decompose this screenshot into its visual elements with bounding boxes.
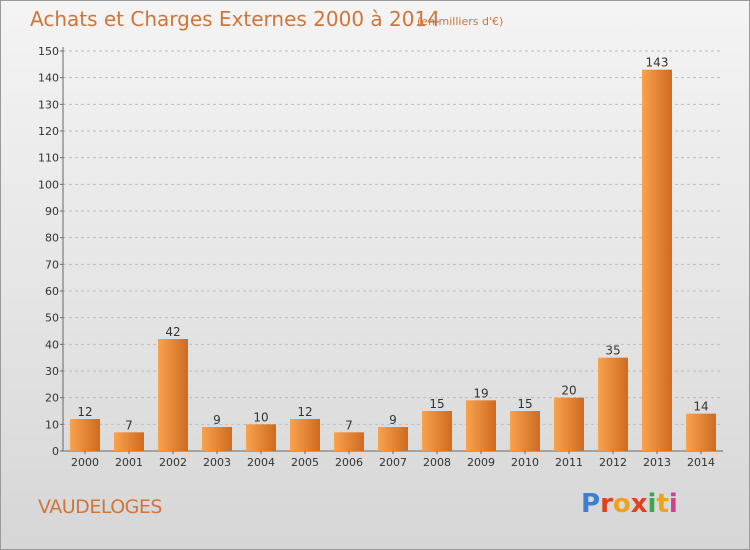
data-label: 20 — [561, 384, 576, 398]
x-tick-label: 2002 — [159, 456, 187, 469]
data-label: 7 — [125, 418, 133, 432]
data-label: 10 — [253, 410, 268, 424]
y-tick-label: 100 — [38, 178, 59, 191]
y-tick-label: 90 — [45, 205, 59, 218]
bar-2005[interactable] — [290, 419, 320, 451]
y-tick-label: 60 — [45, 285, 59, 298]
bar-2013[interactable] — [642, 69, 672, 452]
x-tick-label: 2011 — [555, 456, 583, 469]
bar-2002[interactable] — [158, 339, 188, 451]
data-label: 9 — [213, 413, 221, 427]
y-tick-label: 140 — [38, 72, 59, 85]
logo-letter: r — [600, 489, 613, 519]
proxiti-logo[interactable]: Proxiti — [581, 489, 678, 519]
bar-2012[interactable] — [598, 357, 628, 451]
x-tick-label: 2005 — [291, 456, 319, 469]
bar-2006[interactable] — [334, 432, 364, 451]
y-tick-label: 20 — [45, 392, 59, 405]
x-tick-label: 2013 — [643, 456, 671, 469]
logo-letter: o — [612, 489, 631, 519]
data-label: 12 — [297, 405, 312, 419]
logo-letter: x — [630, 489, 648, 519]
logo-letter: i — [647, 489, 657, 519]
data-label: 14 — [693, 400, 708, 414]
x-tick-label: 2012 — [599, 456, 627, 469]
x-tick-label: 2006 — [335, 456, 363, 469]
chart-subtitle: (en milliers d'€) — [417, 15, 504, 28]
y-tick-label: 10 — [45, 418, 59, 431]
x-tick-label: 2007 — [379, 456, 407, 469]
y-tick-label: 0 — [52, 445, 59, 458]
data-label: 15 — [517, 397, 532, 411]
logo-letter: t — [656, 489, 669, 519]
x-tick-label: 2000 — [71, 456, 99, 469]
bar-2004[interactable] — [246, 424, 276, 451]
logo-letter: P — [581, 489, 601, 519]
bar-2003[interactable] — [202, 427, 232, 451]
bar-2010[interactable] — [510, 411, 540, 451]
x-tick-label: 2004 — [247, 456, 275, 469]
y-tick-label: 130 — [38, 98, 59, 111]
y-tick-label: 50 — [45, 312, 59, 325]
x-tick-label: 2014 — [687, 456, 715, 469]
data-label: 19 — [473, 386, 488, 400]
y-tick-label: 30 — [45, 365, 59, 378]
x-tick-label: 2009 — [467, 456, 495, 469]
bar-2011[interactable] — [554, 397, 584, 451]
data-label: 15 — [429, 397, 444, 411]
chart-title: Achats et Charges Externes 2000 à 2014 — [30, 7, 440, 31]
bar-2008[interactable] — [422, 411, 452, 451]
y-tick-label: 150 — [38, 45, 59, 58]
data-label: 35 — [605, 344, 620, 358]
bar-2000[interactable] — [70, 419, 100, 451]
town-name: VAUDELOGES — [38, 496, 162, 518]
data-label: 143 — [646, 56, 669, 70]
y-tick-label: 80 — [45, 232, 59, 245]
data-label: 42 — [165, 325, 180, 339]
bar-2009[interactable] — [466, 400, 496, 451]
x-tick-label: 2010 — [511, 456, 539, 469]
data-label: 9 — [389, 413, 397, 427]
y-tick-label: 120 — [38, 125, 59, 138]
x-tick-label: 2001 — [115, 456, 143, 469]
x-tick-label: 2008 — [423, 456, 451, 469]
x-tick-label: 2003 — [203, 456, 231, 469]
y-tick-label: 40 — [45, 338, 59, 351]
bar-2001[interactable] — [114, 432, 144, 451]
data-label: 7 — [345, 418, 353, 432]
bar-2014[interactable] — [686, 413, 716, 451]
logo-letter: i — [668, 489, 678, 519]
y-tick-label: 110 — [38, 152, 59, 165]
data-label: 12 — [77, 405, 92, 419]
y-tick-label: 70 — [45, 258, 59, 271]
bar-2007[interactable] — [378, 427, 408, 451]
